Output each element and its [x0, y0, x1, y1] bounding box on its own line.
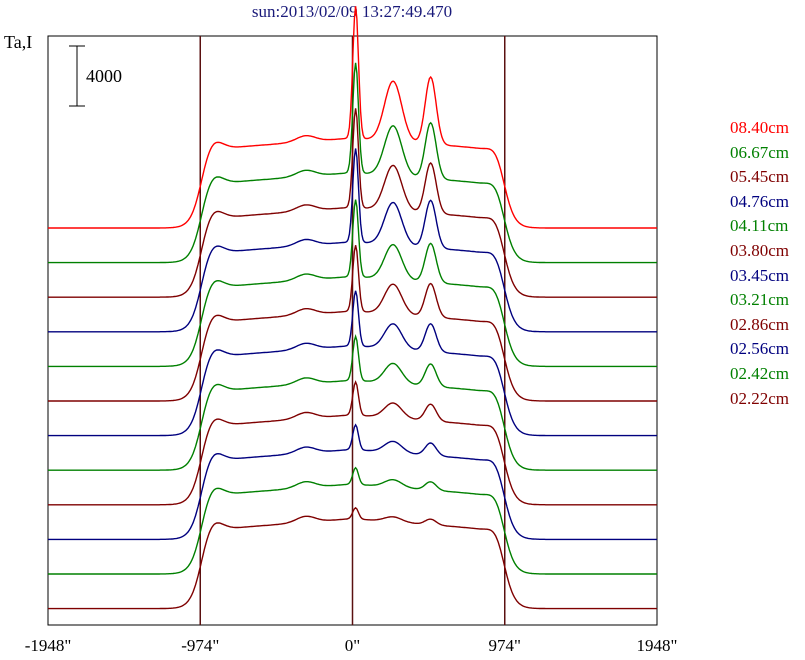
series-line [48, 199, 657, 368]
legend-item: 02.56cm [730, 339, 790, 359]
legend-item: 06.67cm [730, 142, 790, 162]
x-tick-label: -1948" [24, 636, 72, 655]
series-line [48, 423, 657, 541]
series-line [48, 148, 657, 333]
legend-item: 02.42cm [730, 364, 790, 383]
legend-item: 05.45cm [730, 167, 790, 187]
series-line [48, 380, 657, 506]
legend-item: 02.86cm [730, 314, 790, 334]
series-line [48, 245, 657, 402]
legend-item: 02.22cm [730, 388, 790, 408]
series-line [48, 506, 657, 610]
series-line [48, 333, 657, 471]
series-line [48, 466, 657, 575]
y-axis-label: Ta,I [4, 32, 33, 52]
series-line [48, 290, 657, 437]
scale-bar-label: 4000 [86, 66, 122, 86]
series-line [48, 6, 657, 229]
x-tick-label: 1948" [636, 636, 678, 655]
series-line [48, 108, 657, 298]
x-tick-label: -974" [181, 636, 220, 655]
legend-item: 04.76cm [730, 191, 790, 211]
x-tick-label: 0" [344, 636, 361, 655]
series-line [48, 62, 657, 264]
legend-item: 08.40cm [730, 118, 790, 137]
legend-item: 03.80cm [730, 241, 790, 260]
legend-item: 03.45cm [730, 265, 790, 285]
x-tick-label: 974" [488, 636, 521, 655]
legend-item: 03.21cm [730, 290, 790, 310]
legend-item: 04.11cm [730, 216, 789, 236]
chart-title: sun:2013/02/09 13:27:49.470 [251, 2, 453, 21]
